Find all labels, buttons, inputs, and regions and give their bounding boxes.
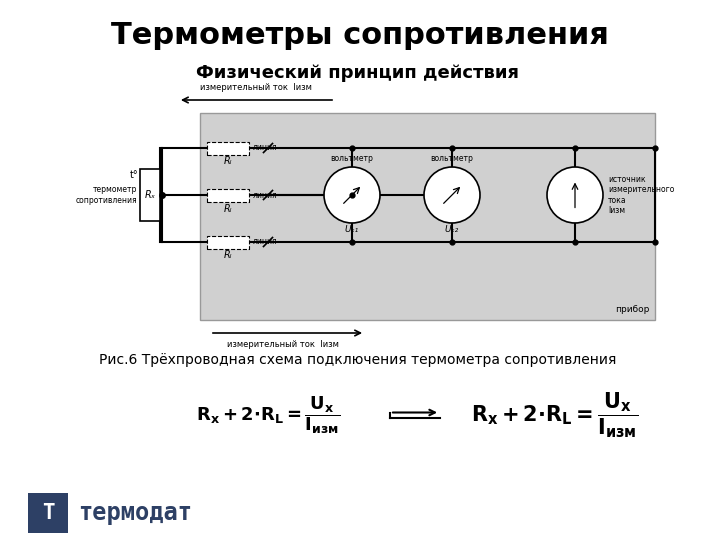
Text: вольтметр: вольтметр	[431, 154, 474, 163]
Bar	[140, 169, 160, 221]
Text: T: T	[42, 503, 54, 523]
Bar	[28, 493, 68, 533]
Text: Uₓ₁: Uₓ₁	[345, 225, 359, 234]
Text: t°: t°	[130, 170, 138, 180]
Text: термодат: термодат	[78, 501, 192, 525]
Circle shape	[424, 167, 480, 223]
Text: Рис.6 Трёхпроводная схема подключения термометра сопротивления: Рис.6 Трёхпроводная схема подключения те…	[99, 353, 617, 367]
Text: вольтметр: вольтметр	[330, 154, 374, 163]
Text: $\mathbf{R_x + 2{\cdot}R_L {=} \dfrac{U_x}{I_{изм}}}$: $\mathbf{R_x + 2{\cdot}R_L {=} \dfrac{U_…	[472, 390, 639, 440]
Circle shape	[324, 167, 380, 223]
Text: Термометры сопротивления: Термометры сопротивления	[111, 22, 609, 51]
Bar	[207, 188, 249, 201]
Text: линия: линия	[253, 191, 278, 199]
Text: Rₗ: Rₗ	[224, 204, 232, 213]
Text: прибор: прибор	[615, 305, 649, 314]
Text: источник
измерительного
тока
Iизм: источник измерительного тока Iизм	[608, 175, 675, 215]
Text: $\mathbf{R_x + 2{\cdot}R_L {=} \dfrac{U_x}{I_{изм}}}$: $\mathbf{R_x + 2{\cdot}R_L {=} \dfrac{U_…	[196, 394, 341, 436]
Text: линия: линия	[253, 238, 278, 246]
Bar	[207, 141, 249, 154]
Text: Rₗ: Rₗ	[224, 157, 232, 166]
Text: термометр
сопротивления: термометр сопротивления	[76, 185, 137, 205]
Text: Rₗ: Rₗ	[224, 251, 232, 260]
Circle shape	[547, 167, 603, 223]
Text: Rₓ: Rₓ	[145, 190, 156, 200]
Text: Uₓ₂: Uₓ₂	[445, 225, 459, 234]
Text: Физический принцип действия: Физический принцип действия	[197, 64, 520, 82]
Text: линия: линия	[253, 144, 278, 152]
Text: измерительный ток  Iизм: измерительный ток Iизм	[227, 340, 339, 349]
Bar	[200, 113, 655, 320]
Text: измерительный ток  Iизм: измерительный ток Iизм	[200, 83, 312, 92]
Bar	[207, 235, 249, 248]
